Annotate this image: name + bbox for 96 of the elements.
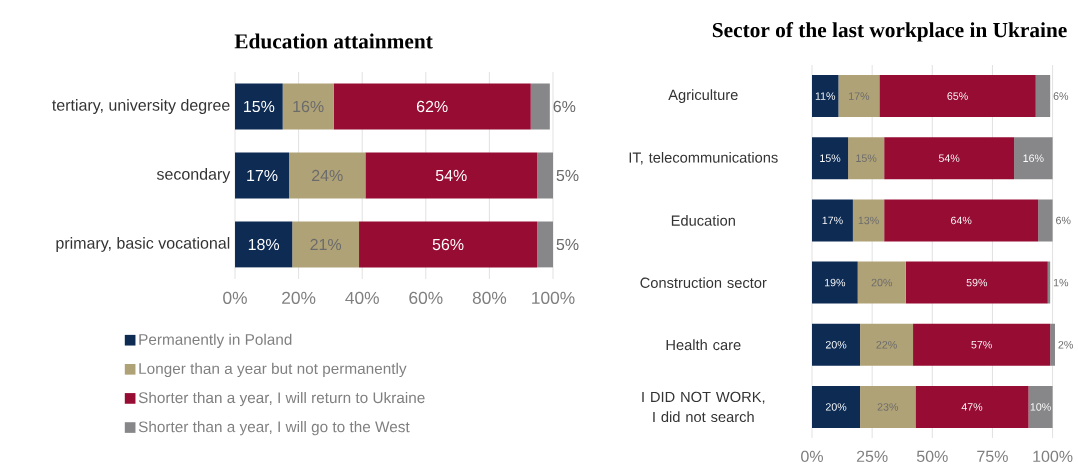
data-label: 47%: [961, 403, 983, 411]
chart-title: Sector of the last workplace in Ukraine: [712, 22, 1067, 42]
y-tick-label: Health care: [666, 339, 741, 351]
data-label: 17%: [849, 92, 870, 100]
data-label: 5%: [556, 238, 579, 251]
bar: [812, 323, 861, 366]
data-label: 10%: [1030, 403, 1051, 411]
data-label: 15%: [820, 154, 841, 162]
x-tick-label: 60%: [409, 291, 443, 304]
bar: [838, 75, 880, 118]
data-label: 54%: [938, 154, 960, 162]
y-tick-label: primary, basic vocational: [56, 237, 230, 252]
data-label: 6%: [1056, 216, 1071, 225]
data-label: 11%: [815, 92, 836, 100]
bar: [537, 221, 553, 268]
bar: [1035, 75, 1051, 118]
legend-label: Longer than a year but not permanently: [139, 362, 407, 378]
data-label: 20%: [871, 278, 893, 287]
x-tick-label: 100%: [532, 291, 575, 304]
y-tick-label: Construction sector: [640, 277, 767, 288]
data-label: 15%: [244, 100, 275, 113]
data-label: 59%: [966, 278, 988, 287]
bar: [292, 221, 360, 268]
data-label: 24%: [312, 169, 343, 182]
data-label: 13%: [858, 216, 879, 225]
data-label: 5%: [556, 169, 579, 182]
y-tick-label: IT, telecommunications: [629, 152, 778, 165]
bar: [289, 152, 366, 199]
bar: [884, 199, 1039, 242]
bar: [884, 137, 1015, 180]
x-tick-label: 75%: [977, 450, 1008, 462]
data-label: 1%: [1053, 278, 1069, 287]
data-label: 57%: [971, 340, 992, 349]
data-label: 20%: [825, 403, 847, 411]
bar: [860, 385, 916, 428]
bar: [857, 261, 906, 304]
data-label: 16%: [1023, 154, 1044, 163]
x-tick-label: 0%: [223, 291, 247, 304]
data-label: 23%: [877, 403, 899, 411]
bar: [879, 75, 1036, 118]
bar: [1028, 385, 1053, 428]
bar: [848, 137, 885, 180]
data-label: 54%: [435, 169, 467, 182]
x-tick-label: 20%: [282, 291, 316, 304]
data-label: 65%: [947, 92, 968, 100]
data-label: 19%: [825, 278, 846, 287]
y-tick-label: tertiary, university degree: [52, 99, 230, 114]
bar: [282, 83, 334, 130]
bar: [537, 152, 553, 199]
x-tick-label: 25%: [856, 450, 888, 463]
data-label: 15%: [856, 154, 877, 162]
data-label: 16%: [293, 100, 324, 113]
bar: [1014, 137, 1053, 180]
y-tick-label: I DID NOT WORK, I did not search: [642, 391, 765, 423]
bar: [860, 323, 914, 366]
bar: [812, 199, 853, 242]
data-label: 6%: [553, 100, 576, 113]
bar: [235, 83, 283, 130]
bar: [359, 221, 538, 268]
x-tick-label: 40%: [345, 291, 379, 304]
data-label: 2%: [1058, 340, 1073, 349]
data-label: 17%: [822, 216, 843, 225]
data-label: 6%: [1053, 92, 1069, 100]
bar: [235, 152, 290, 199]
data-label: 17%: [247, 169, 278, 182]
bar: [852, 199, 885, 242]
data-label: 64%: [951, 216, 972, 225]
data-label: 21%: [310, 238, 342, 251]
data-label: 22%: [876, 340, 897, 349]
bar: [333, 83, 531, 130]
legend-label: Shorter than a year, I will go to the West: [138, 420, 410, 436]
bar: [530, 83, 550, 130]
data-label: 20%: [825, 340, 847, 349]
y-tick-label: Education: [671, 215, 735, 226]
bar: [915, 385, 1029, 428]
bar: [812, 385, 861, 428]
bar: [235, 221, 293, 268]
x-tick-label: 0%: [801, 450, 823, 463]
bar: [905, 261, 1048, 304]
x-tick-label: 100%: [1033, 450, 1073, 463]
data-label: 62%: [416, 100, 448, 113]
y-tick-label: Agriculture: [668, 89, 738, 103]
x-tick-label: 80%: [472, 291, 507, 304]
legend-label: Permanently in Poland: [139, 333, 292, 348]
bar: [812, 75, 839, 118]
data-label: 18%: [248, 238, 280, 251]
chart-title: Education attainment: [234, 33, 433, 49]
data-label: 56%: [432, 238, 464, 251]
bar: [913, 323, 1051, 366]
y-tick-label: secondary: [156, 168, 231, 183]
x-tick-label: 50%: [916, 450, 948, 463]
bar: [365, 152, 538, 199]
legend-label: Shorter than a year, I will return to Ukraine: [138, 391, 425, 407]
bar: [812, 137, 849, 180]
bar: [1038, 199, 1053, 242]
bar: [812, 261, 858, 304]
